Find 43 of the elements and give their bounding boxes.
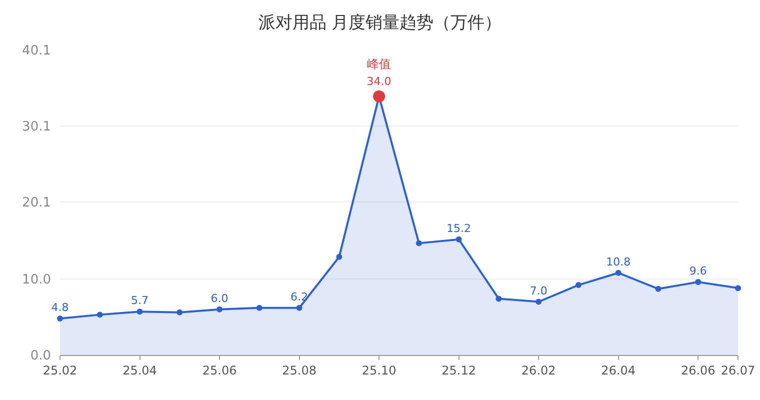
data-label: 6.2 (290, 290, 308, 304)
data-label: 7.0 (530, 284, 548, 298)
point (496, 296, 502, 302)
point (456, 236, 462, 242)
data-label: 5.7 (131, 294, 149, 308)
point (416, 240, 422, 246)
point (536, 298, 542, 305)
x-tick-label: 26.07 (720, 363, 756, 378)
point (296, 304, 302, 311)
x-tick-label: 25.02 (42, 363, 78, 378)
x-tick-label: 25.04 (122, 363, 157, 378)
chart-title: 派对用品 月度销量趋势（万件） (258, 12, 502, 33)
point (695, 278, 702, 285)
annotation: 峰值 (367, 57, 391, 71)
data-label: 15.2 (446, 222, 472, 235)
data-label: 6.0 (210, 292, 228, 305)
point (256, 304, 262, 311)
y-tick-label: 20.1 (22, 196, 51, 211)
point (216, 306, 223, 312)
x-tick-label: 26.02 (521, 363, 556, 378)
x-tick-label: 26.04 (601, 363, 636, 378)
data-label: 34.0 (366, 75, 392, 88)
point (336, 254, 342, 260)
point (575, 282, 582, 288)
y-tick-label: 40.1 (22, 44, 51, 59)
point (136, 308, 143, 315)
point (57, 315, 63, 322)
x-tick-label: 25.08 (282, 363, 316, 378)
point (735, 285, 741, 292)
point (96, 312, 103, 318)
data-label: 9.6 (689, 264, 707, 278)
point (615, 270, 622, 276)
point (655, 286, 662, 292)
point (176, 309, 183, 316)
data-label: 4.8 (51, 300, 69, 314)
x-tick-label: 25.10 (362, 363, 396, 378)
data-label: 10.8 (606, 255, 631, 268)
x-tick-label: 25.06 (202, 363, 237, 378)
y-tick-label: 10.0 (22, 272, 51, 288)
y-tick-label: 30.1 (22, 120, 51, 135)
x-tick-label: 26.06 (680, 363, 716, 378)
y-tick-label: 0.0 (30, 348, 51, 364)
x-tick-label: 25.12 (442, 363, 476, 378)
